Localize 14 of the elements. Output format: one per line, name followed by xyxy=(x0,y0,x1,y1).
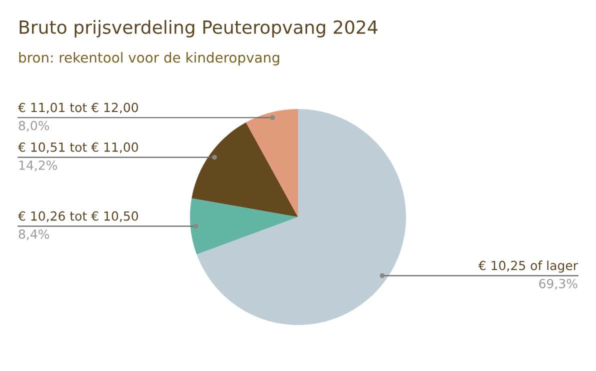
slice-label: € 10,51 tot € 11,00 xyxy=(18,142,138,154)
data-label: 8,4% xyxy=(18,229,50,240)
pie-slice xyxy=(196,109,406,325)
slice-label: € 10,25 of lager xyxy=(478,260,578,273)
data-label: 69,3% xyxy=(539,278,578,290)
chart-title: Bruto prijsverdeling Peuteropvang 2024 xyxy=(20,20,378,38)
pie-slice xyxy=(246,109,298,217)
pie-slice xyxy=(190,198,298,254)
slice-label: € 11,01 tot € 12,00 xyxy=(18,102,138,114)
data-label: 14,2% xyxy=(19,160,58,172)
chart-subtitle: bron: rekentool voor de kinderopvang xyxy=(19,52,280,66)
slice-label: € 10,26 tot € 10,50 xyxy=(18,211,138,222)
pie-slice xyxy=(192,122,298,217)
data-label: 8,0% xyxy=(18,120,50,132)
